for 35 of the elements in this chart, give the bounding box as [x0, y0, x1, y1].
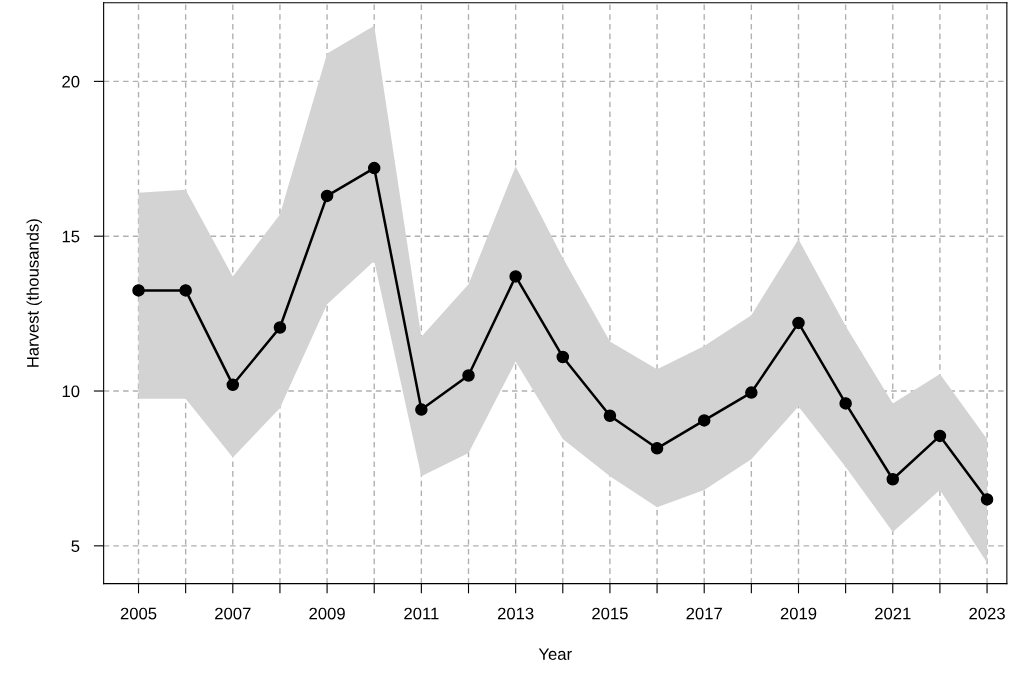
point — [320, 189, 334, 203]
x-tick-label: 2005 — [120, 607, 157, 620]
point — [792, 316, 805, 330]
y-tick-label: 10 — [62, 385, 80, 398]
point — [226, 378, 240, 392]
point — [980, 493, 994, 506]
point — [132, 284, 145, 297]
point — [415, 403, 428, 416]
x-axis-title: Year — [538, 648, 572, 661]
x-tick-label: 2015 — [592, 607, 628, 620]
x-tick-label: 2017 — [686, 607, 722, 620]
x-tick-label: 2013 — [497, 607, 534, 620]
point — [886, 473, 900, 486]
point — [697, 414, 711, 427]
point — [273, 321, 287, 334]
point — [745, 386, 758, 399]
point — [179, 284, 192, 297]
point — [556, 350, 570, 364]
point — [367, 161, 381, 175]
x-tick-label: 2019 — [780, 607, 817, 620]
x-tick-label: 2023 — [969, 607, 1005, 620]
y-tick-label: 20 — [62, 75, 80, 88]
point — [603, 409, 617, 423]
point — [650, 442, 664, 455]
y-axis-title: Harvest (thousands) — [26, 219, 43, 367]
point — [509, 270, 522, 283]
x-tick-label: 2007 — [215, 607, 251, 620]
x-tick-label: 2021 — [875, 607, 911, 620]
x-tick-label: 2009 — [309, 607, 345, 620]
point — [933, 429, 947, 443]
x-tick-label: 2011 — [404, 607, 439, 620]
point — [839, 397, 852, 410]
y-tick-label: 5 — [71, 540, 80, 553]
y-tick-label: 15 — [62, 230, 80, 243]
point — [462, 369, 475, 382]
